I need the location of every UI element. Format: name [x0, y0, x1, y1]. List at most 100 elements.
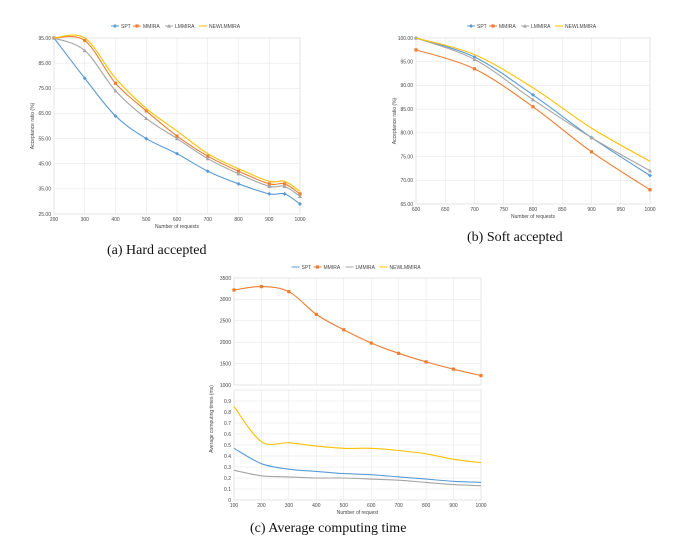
- hard-point-lmmira: [144, 116, 149, 121]
- hard-point-mmira: [206, 154, 210, 158]
- time-legend-marker-mmira: [315, 265, 320, 269]
- hard-point-spt: [205, 169, 210, 174]
- time-series-line-newlmmira: [233, 406, 482, 464]
- soft-legend-marker-lmmira: [523, 24, 527, 28]
- time-legend-label-mmira: MMIRA: [324, 265, 341, 271]
- time-x-tick-label: 900: [449, 503, 458, 509]
- hard-point-spt: [175, 151, 179, 156]
- time-upper-y-tick-label: 3500: [220, 276, 231, 282]
- hard-x-tick-label: 1000: [294, 217, 305, 223]
- time-x-tick-label: 800: [422, 503, 431, 509]
- hard-legend-label-newlmmira: NEWLMMIRA: [209, 24, 241, 30]
- hard-point-mmira: [236, 169, 241, 173]
- time-lower-y-tick-label: 0.4: [224, 454, 231, 460]
- hard-x-tick-label: 400: [111, 217, 120, 223]
- hard-point-mmira: [83, 38, 87, 43]
- soft-point-lmmira: [472, 57, 477, 61]
- hard-point-lmmira: [236, 171, 241, 176]
- hard-point-spt: [144, 136, 149, 141]
- hard-y-tick-label: 55.00: [38, 136, 51, 142]
- soft-point-spt: [648, 173, 652, 178]
- chart-hard-accepted: 25.00 35.00 45.00 55.00 65.00 75.00 85.00 95.00…: [20, 14, 312, 242]
- hard-point-lmmira: [298, 194, 302, 198]
- hard-x-tick-label: 700: [204, 217, 213, 223]
- time-lower-y-tick-label: 0.1: [224, 487, 231, 493]
- soft-x-tick-label: 600: [412, 207, 421, 213]
- time-upper-y-tick-label: 2000: [220, 340, 231, 346]
- time-point-mmira: [287, 290, 291, 294]
- soft-x-axis-title: Number of requests: [511, 214, 555, 220]
- hard-point-spt: [82, 76, 87, 81]
- soft-point-mmira: [589, 150, 594, 154]
- hard-x-tick-label: 500: [142, 217, 151, 223]
- soft-x-tick-label: 650: [441, 207, 450, 213]
- time-point-mmira: [451, 367, 456, 371]
- hard-y-tick-label: 65.00: [38, 111, 51, 117]
- hard-x-tick-label: 300: [81, 217, 90, 223]
- time-x-tick-label: 200: [257, 503, 266, 509]
- soft-y-tick-label: 65.00: [400, 202, 413, 208]
- time-point-mmira: [259, 284, 264, 289]
- hard-y-tick-label: 85.00: [38, 61, 51, 67]
- soft-point-lmmira: [531, 97, 535, 102]
- hard-y-tick-label: 35.00: [38, 187, 51, 193]
- time-x-tick-label: 100: [230, 503, 239, 509]
- hard-legend-marker-lmmira: [167, 24, 171, 28]
- time-x-axis-title: Number of request: [337, 510, 379, 516]
- hard-series-line-newlmmira: [53, 34, 301, 192]
- time-lower-y-tick-label: 0.9: [224, 399, 231, 405]
- hard-x-tick-label: 900: [265, 217, 274, 223]
- soft-x-tick-label: 900: [587, 207, 596, 213]
- hard-point-spt: [298, 201, 302, 206]
- time-lower-y-tick-label: 0: [228, 498, 231, 504]
- hard-x-tick-label: 200: [50, 217, 59, 223]
- chart-average-computing-time-svg: 1000 1500 2000 2500 3000 3500 0 0.1 0.2 0.3 0.4 0.5…: [209, 265, 487, 516]
- time-upper-y-tick-label: 3000: [220, 297, 231, 303]
- soft-point-lmmira: [648, 168, 652, 173]
- hard-y-tick-label: 45.00: [38, 162, 51, 168]
- caption-soft-accepted: (b) Soft accepted: [467, 230, 563, 245]
- hard-series-line-mmira: [53, 35, 301, 195]
- time-legend-label-newlmmira: NEWLMMIRA: [390, 265, 422, 271]
- hard-y-tick-label: 25.00: [38, 212, 51, 218]
- soft-x-tick-label: 750: [500, 207, 509, 213]
- hard-legend-marker-spt: [113, 24, 117, 28]
- time-point-mmira: [369, 341, 373, 345]
- hard-point-lmmira: [113, 88, 118, 93]
- chart-soft-accepted-svg: 65.00 70.00 75.00 80.00 85.00 90.00 95.00 100.0…: [392, 24, 656, 220]
- soft-x-tick-label: 700: [470, 207, 479, 213]
- caption-average-computing-time: (c) Average computing time: [250, 521, 407, 536]
- time-legend-label-lmmira: LMMIRA: [356, 265, 376, 271]
- soft-x-tick-label: 950: [617, 207, 626, 213]
- hard-point-spt: [267, 191, 272, 196]
- hard-legend-label-spt: SPT: [121, 24, 131, 30]
- soft-point-mmira: [648, 188, 652, 192]
- time-series-line-spt: [233, 447, 482, 483]
- hard-point-spt: [113, 113, 118, 118]
- soft-point-mmira: [414, 48, 418, 52]
- time-lower-y-tick-label: 0.6: [224, 432, 231, 438]
- hard-point-lmmira: [205, 156, 210, 161]
- time-point-mmira: [397, 351, 401, 355]
- time-upper-y-tick-label: 2500: [220, 319, 231, 325]
- soft-y-tick-label: 80.00: [400, 131, 413, 137]
- hard-series-line-lmmira: [53, 37, 301, 197]
- time-point-mmira: [479, 373, 483, 378]
- soft-point-spt: [472, 54, 477, 59]
- soft-legend-marker-spt: [469, 24, 473, 28]
- hard-point-mmira: [144, 109, 148, 113]
- soft-x-tick-label: 850: [558, 207, 567, 213]
- soft-legend-marker-mmira: [491, 24, 495, 28]
- time-point-mmira: [424, 360, 428, 364]
- time-legend-label-spt: SPT: [302, 265, 312, 271]
- hard-point-mmira: [267, 182, 271, 186]
- hard-point-lmmira: [82, 48, 87, 53]
- hard-y-tick-label: 75.00: [38, 86, 51, 92]
- hard-legend-label-lmmira: LMMIRA: [175, 24, 195, 30]
- hard-point-mmira: [113, 81, 118, 85]
- time-lower-y-tick-label: 0.7: [224, 421, 231, 427]
- soft-y-tick-label: 85.00: [400, 107, 413, 113]
- soft-y-axis-title: Acceptance ratio (%): [392, 97, 398, 144]
- hard-point-mmira: [283, 182, 287, 186]
- hard-y-tick-label: 95.00: [38, 36, 51, 42]
